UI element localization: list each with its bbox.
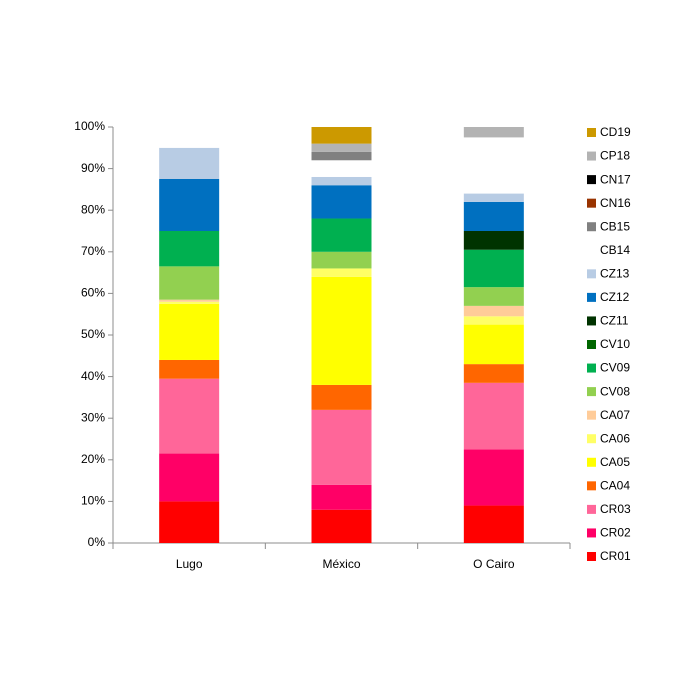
bar-segment	[159, 301, 220, 304]
bar-segment	[311, 509, 372, 543]
y-tick-label: 70%	[81, 244, 105, 258]
bar-segment	[463, 193, 524, 202]
legend-label: CN17	[600, 172, 631, 186]
legend-swatch	[587, 410, 596, 420]
bar-segment	[311, 143, 372, 152]
y-tick-label: 10%	[81, 494, 105, 508]
bar-segment	[463, 137, 524, 194]
legend-swatch	[587, 504, 596, 514]
x-tick-label: O Cairo	[473, 557, 515, 571]
legend-swatch	[587, 128, 596, 137]
bar-segment	[463, 287, 524, 306]
y-tick-label: 0%	[88, 535, 106, 549]
bar-segment	[463, 364, 524, 383]
legend-label: CZ13	[600, 267, 630, 281]
legend-swatch	[587, 434, 596, 444]
legend-label: CZ12	[600, 290, 630, 304]
legend-swatch	[587, 340, 596, 349]
bar-segment	[311, 251, 372, 269]
y-tick-label: 50%	[81, 327, 105, 341]
bar-segment	[311, 151, 372, 161]
legend-label: CB14	[600, 243, 630, 257]
legend-swatch	[587, 151, 596, 161]
y-tick-label: 20%	[81, 452, 105, 466]
x-tick-label: Lugo	[176, 557, 203, 571]
bar-segment	[311, 409, 372, 485]
bar-segment	[159, 147, 220, 179]
legend-swatch	[587, 292, 596, 302]
legend-swatch	[587, 363, 596, 373]
y-tick-label: 80%	[81, 202, 105, 216]
bar-segment	[463, 249, 524, 288]
bar-segment	[311, 160, 372, 177]
legend-label: CA07	[600, 408, 630, 422]
bar-segment	[463, 231, 524, 250]
bar-segment	[463, 201, 524, 231]
bar-segment	[463, 324, 524, 365]
legend-swatch	[587, 552, 596, 561]
bar-segment	[463, 316, 524, 325]
legend-swatch	[587, 481, 596, 491]
bar-segment	[311, 276, 372, 385]
bar-segment	[463, 305, 524, 317]
bar-segment	[159, 453, 220, 502]
bar-segment	[159, 266, 220, 300]
bar-segment	[311, 268, 372, 277]
bar-segment	[311, 484, 372, 510]
legend-swatch	[587, 316, 596, 326]
legend-label: CA04	[600, 479, 630, 493]
bar-segment	[311, 218, 372, 252]
legend-label: CR01	[600, 549, 631, 563]
bar-segment	[159, 299, 220, 302]
legend-label: CP18	[600, 149, 630, 163]
bar-segment	[159, 501, 220, 543]
bar-segment	[159, 359, 220, 379]
y-tick-label: 90%	[81, 161, 105, 175]
legend-swatch	[587, 269, 596, 279]
bar-segment	[311, 176, 372, 186]
bar-segment	[159, 231, 220, 267]
y-tick-label: 60%	[81, 286, 105, 300]
bar-segment	[159, 127, 220, 148]
bar-segment	[463, 449, 524, 506]
bar-segment	[463, 382, 524, 450]
legend-label: CA05	[600, 455, 630, 469]
legend-label: CV08	[600, 384, 630, 398]
x-tick-label: México	[322, 557, 360, 571]
bar-segment	[311, 127, 372, 144]
legend-label: CR03	[600, 502, 631, 516]
y-tick-label: 100%	[74, 119, 105, 133]
legend-label: CB15	[600, 219, 630, 233]
legend-label: CN16	[600, 196, 631, 210]
legend-label: CZ11	[600, 314, 629, 328]
legend-swatch	[587, 387, 596, 397]
legend-swatch	[587, 198, 596, 208]
legend-label: CD19	[600, 125, 631, 139]
legend-label: CV09	[600, 361, 630, 375]
legend-label: CA06	[600, 431, 630, 445]
legend-label: CR02	[600, 526, 631, 540]
bar-segment	[311, 185, 372, 219]
legend-swatch	[587, 175, 596, 185]
legend-swatch	[587, 222, 596, 232]
bar-segment	[463, 505, 524, 543]
bar-segment	[159, 303, 220, 360]
bar-segment	[463, 127, 524, 138]
bar-segment	[159, 179, 220, 231]
bar-segment	[159, 378, 220, 454]
y-tick-label: 30%	[81, 410, 105, 424]
legend-swatch	[587, 528, 596, 538]
legend-label: CV10	[600, 337, 630, 351]
bar-segment	[311, 384, 372, 410]
y-tick-label: 40%	[81, 369, 105, 383]
legend-swatch	[587, 245, 596, 255]
legend-swatch	[587, 457, 596, 467]
